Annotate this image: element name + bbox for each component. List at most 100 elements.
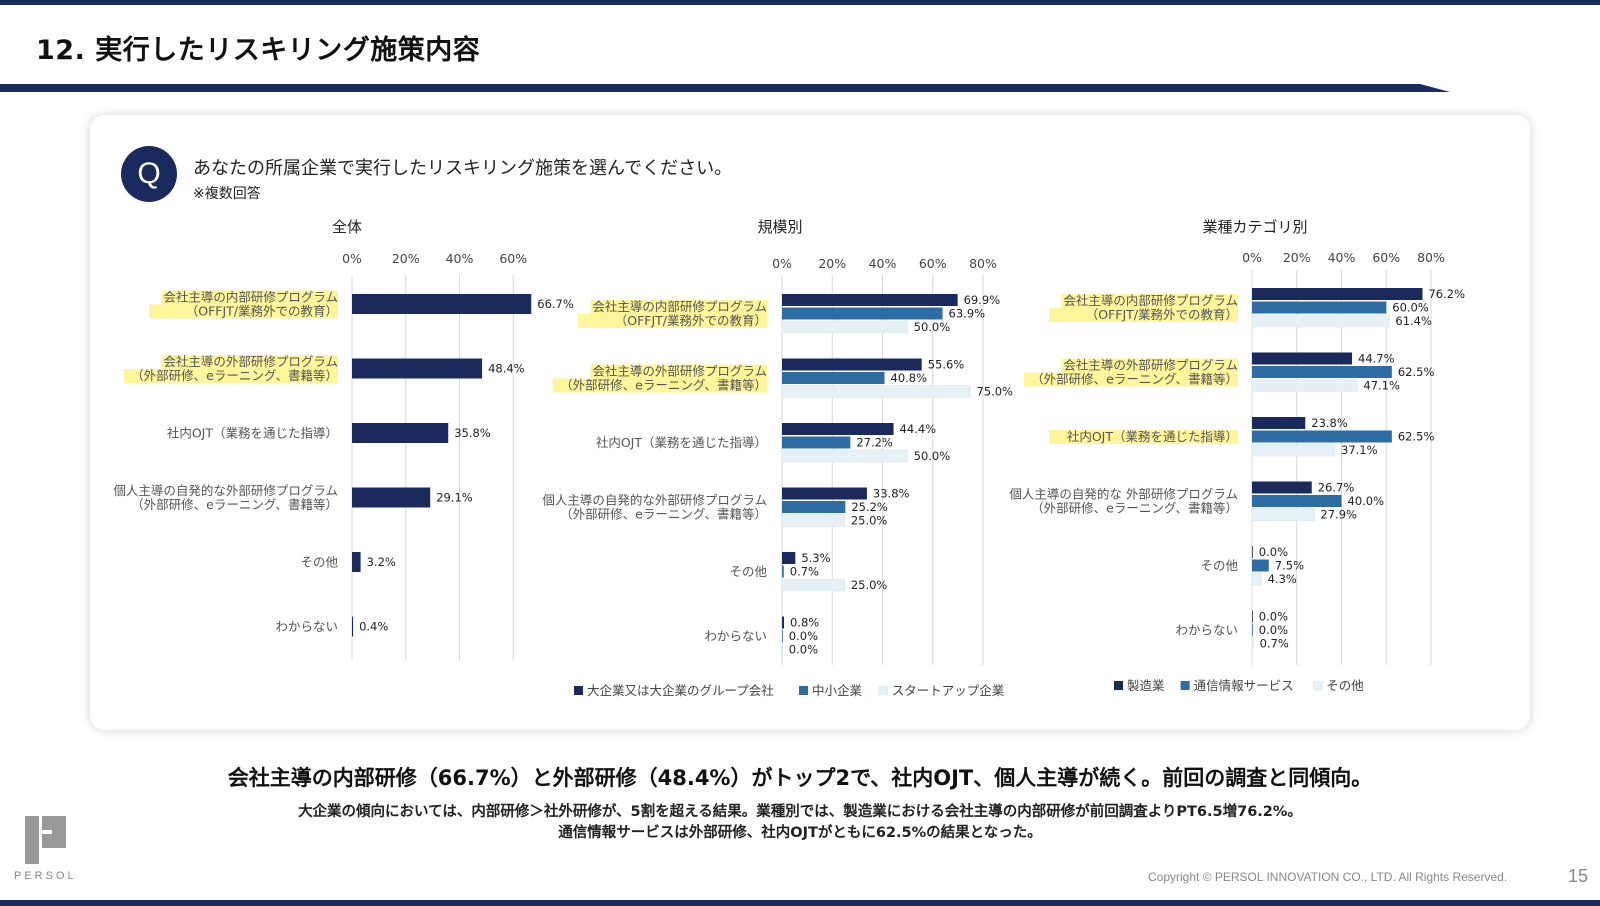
x-tick-label: 0% — [342, 251, 362, 266]
bar — [782, 294, 958, 306]
category-label: （外部研修、eラーニング、書籍等） — [131, 497, 338, 512]
data-label: 55.6% — [928, 358, 965, 372]
data-label: 40.0% — [1348, 494, 1385, 508]
x-tick-label: 20% — [818, 256, 846, 271]
category-highlight — [552, 378, 767, 393]
bar — [1252, 288, 1423, 300]
category-highlight — [123, 369, 338, 383]
bar — [1252, 610, 1253, 623]
category-label: 会社主導の外部研修プログラム — [1063, 358, 1238, 373]
summary-headline: 会社主導の内部研修（66.7%）と外部研修（48.4%）がトップ2で、社内OJT… — [227, 766, 1373, 790]
data-label: 63.9% — [949, 307, 986, 321]
data-label: 23.8% — [1311, 416, 1348, 430]
category-label: （外部研修、eラーニング、書籍等） — [1031, 372, 1238, 387]
logo-text: PERSOL — [14, 870, 77, 882]
x-tick-label: 20% — [1283, 250, 1311, 265]
bar — [1252, 417, 1306, 429]
bar — [1251, 572, 1262, 586]
data-label: 48.4% — [488, 362, 525, 376]
question-note: ※複数回答 — [193, 186, 261, 202]
summary-line-2: 通信情報サービスは外部研修、社内OJTがともに62.5%の結果となった。 — [558, 825, 1042, 841]
data-label: 62.5% — [1398, 365, 1435, 379]
data-label: 33.8% — [873, 487, 910, 501]
bar — [1252, 352, 1353, 365]
category-label: わからない — [1175, 623, 1238, 638]
data-label: 0.8% — [790, 616, 819, 630]
data-label: 26.7% — [1318, 481, 1355, 495]
legend-label: 大企業又は大企業のグループ会社 — [587, 683, 774, 698]
bar — [1251, 314, 1390, 328]
bar — [782, 487, 867, 500]
legend-label: 製造業 — [1127, 678, 1165, 693]
category-label: 会社主導の外部研修プログラム — [163, 354, 338, 369]
category-highlight — [1061, 294, 1238, 308]
bar — [1252, 366, 1392, 378]
data-label: 29.1% — [436, 491, 473, 505]
category-label: その他 — [1200, 558, 1238, 573]
category-label: 会社主導の内部研修プログラム — [1063, 293, 1238, 308]
bar — [1252, 546, 1253, 558]
page-title: 12. 実行したリスキリング施策内容 — [36, 35, 481, 66]
data-label: 27.9% — [1320, 508, 1357, 522]
data-label: 25.2% — [851, 500, 888, 514]
question-text: あなたの所属企業で実行したリスキリング施策を選んでください。 — [193, 158, 733, 179]
data-label: 62.5% — [1398, 430, 1435, 444]
data-label: 75.0% — [976, 385, 1013, 399]
category-label: 社内OJT（業務を通じた指導） — [1067, 429, 1238, 444]
bar — [782, 372, 885, 384]
legend-label: その他 — [1326, 678, 1364, 693]
x-tick-label: 60% — [919, 256, 947, 271]
legend-label: スタートアップ企業 — [892, 683, 1005, 698]
data-label: 47.1% — [1363, 379, 1400, 393]
category-label: 社内OJT（業務を通じた指導） — [596, 435, 767, 450]
bar — [1251, 508, 1315, 521]
bar — [781, 578, 846, 592]
bar — [782, 501, 846, 513]
legend-label: 通信情報サービス — [1194, 678, 1294, 693]
data-label: 60.0% — [1392, 301, 1429, 315]
data-label: 69.9% — [964, 293, 1001, 307]
bar — [352, 423, 449, 443]
category-label: （外部研修、eラーニング、書籍等） — [560, 378, 767, 393]
bar — [782, 552, 796, 564]
copyright-text: Copyright © PERSOL INNOVATION CO., LTD. … — [1148, 870, 1508, 884]
category-label: （OFFJT/業務外での教育） — [186, 304, 338, 319]
category-label: 個人主導の自発的な外部研修プログラム — [542, 493, 767, 508]
bar — [1252, 301, 1387, 314]
bar — [781, 385, 971, 398]
bar — [352, 487, 431, 508]
bar — [352, 358, 483, 379]
bar — [352, 616, 354, 637]
data-label: 0.0% — [1259, 623, 1288, 637]
data-label: 44.7% — [1358, 352, 1395, 366]
category-label: （外部研修、eラーニング、書籍等） — [1031, 501, 1238, 516]
summary-detail: 大企業の傾向においては、内部研修＞社外研修が、5割を超える結果。業種別では、製造… — [0, 802, 1600, 844]
bar — [1252, 481, 1312, 494]
data-label: 0.0% — [789, 629, 818, 643]
category-label: 会社主導の内部研修プログラム — [163, 290, 338, 305]
legend-swatch — [878, 685, 889, 696]
bar — [782, 423, 894, 435]
data-label: 61.4% — [1395, 314, 1432, 328]
page-number: 15 — [1568, 866, 1589, 886]
data-label: 0.4% — [359, 620, 388, 634]
category-label: 個人主導の自発的な 外部研修プログラム — [1009, 487, 1238, 502]
data-label: 25.0% — [851, 514, 888, 528]
bar — [1252, 430, 1392, 443]
chart-title: 全体 — [332, 218, 362, 236]
summary-line-1: 大企業の傾向においては、内部研修＞社外研修が、5割を超える結果。業種別では、製造… — [298, 804, 1302, 820]
data-label: 7.5% — [1275, 559, 1304, 573]
category-label: （OFFJT/業務外での教育） — [615, 313, 767, 328]
bar — [1252, 624, 1253, 636]
bar — [782, 630, 783, 642]
data-label: 0.7% — [790, 565, 819, 579]
x-tick-label: 60% — [499, 251, 527, 266]
x-tick-label: 0% — [1242, 250, 1262, 265]
chart-title: 業種カテゴリ別 — [1202, 218, 1307, 236]
data-label: 44.4% — [900, 422, 937, 436]
bar — [782, 358, 922, 371]
bar — [782, 307, 943, 320]
data-label: 76.2% — [1428, 287, 1465, 301]
category-highlight — [1061, 358, 1238, 373]
bar — [781, 449, 908, 463]
